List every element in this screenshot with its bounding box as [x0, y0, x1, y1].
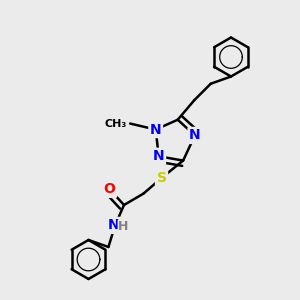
- Text: O: O: [104, 182, 116, 197]
- Text: N: N: [189, 128, 201, 142]
- Text: H: H: [118, 220, 129, 233]
- Text: N: N: [108, 218, 119, 233]
- Text: S: S: [157, 171, 166, 185]
- Text: CH₃: CH₃: [105, 118, 127, 129]
- Text: N: N: [153, 149, 164, 163]
- Text: N: N: [150, 123, 161, 136]
